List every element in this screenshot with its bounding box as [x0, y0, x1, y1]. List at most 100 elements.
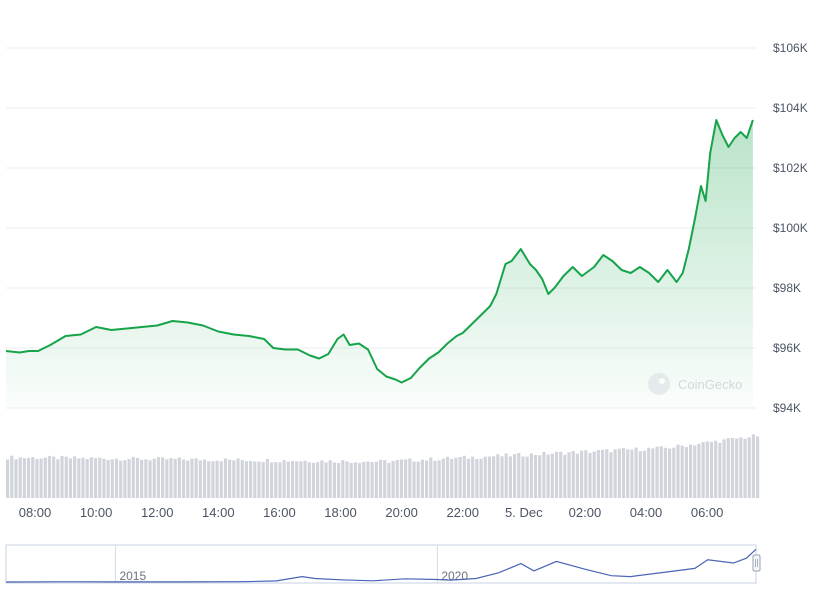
- volume-bar: [290, 461, 295, 498]
- volume-bar: [140, 459, 144, 498]
- volume-bar: [295, 461, 299, 498]
- volume-bar: [580, 450, 584, 498]
- x-tick-label: 04:00: [630, 505, 663, 520]
- volume-bar: [311, 462, 316, 498]
- navigator-handle[interactable]: [752, 554, 761, 572]
- volume-bar: [73, 456, 77, 498]
- volume-bar: [655, 446, 659, 498]
- volume-bar: [102, 458, 106, 498]
- volume-bar: [437, 460, 441, 498]
- volume-bar: [626, 449, 630, 498]
- volume-bar: [181, 459, 186, 498]
- volume-bar: [596, 449, 600, 498]
- volume-bar: [391, 460, 395, 498]
- volume-bar: [228, 459, 232, 498]
- volume-bar: [190, 458, 194, 498]
- volume-bar: [705, 441, 709, 498]
- volume-bar: [10, 455, 14, 498]
- volume-bar: [286, 461, 290, 498]
- volume-bar: [722, 439, 726, 498]
- volume-bar: [554, 451, 559, 498]
- volume-bar: [592, 451, 596, 498]
- x-tick-label: 20:00: [385, 505, 418, 520]
- volume-bar: [257, 461, 261, 498]
- volume-bar: [64, 456, 68, 498]
- volume-bar: [508, 456, 512, 498]
- volume-bar: [14, 459, 18, 498]
- volume-bar: [202, 459, 207, 498]
- volume-bar: [517, 453, 521, 498]
- volume-bar: [496, 454, 500, 498]
- volume-bar: [378, 459, 383, 498]
- x-tick-label: 16:00: [263, 505, 296, 520]
- volume-bar: [672, 447, 676, 498]
- volume-bar: [647, 447, 651, 498]
- volume-bar: [563, 454, 567, 498]
- volume-bar: [529, 453, 533, 498]
- volume-bar: [156, 457, 161, 498]
- volume-bar: [605, 449, 609, 498]
- volume-bar: [366, 461, 370, 498]
- volume-bar: [613, 449, 617, 498]
- volume-bar: [211, 461, 215, 498]
- volume-bar: [424, 460, 429, 498]
- price-line[interactable]: [5, 119, 754, 384]
- volume-bar: [328, 460, 332, 498]
- volume-bar: [479, 458, 483, 498]
- volume-bar: [194, 458, 198, 498]
- x-tick-label: 10:00: [80, 505, 113, 520]
- volume-bar: [337, 463, 341, 498]
- volume-bar: [408, 458, 412, 498]
- x-tick-label: 5. Dec: [505, 505, 543, 520]
- volume-bar: [663, 447, 668, 498]
- volume-bar: [249, 460, 253, 498]
- volume-bar: [198, 460, 202, 498]
- volume-bar: [106, 460, 110, 498]
- range-navigator[interactable]: 2015 2020: [5, 544, 761, 584]
- volume-bar: [550, 453, 554, 498]
- volume-bar: [412, 461, 416, 498]
- volume-bar: [60, 455, 64, 498]
- volume-bar: [253, 461, 257, 498]
- volume-bar: [93, 458, 98, 498]
- volume-bar: [353, 462, 357, 498]
- volume-bar: [345, 461, 349, 498]
- volume-bar: [152, 458, 156, 498]
- volume-bar: [399, 459, 404, 498]
- volume-bar: [521, 456, 525, 498]
- volume-bar: [475, 458, 479, 498]
- volume-bar: [278, 462, 282, 498]
- volume-bar: [341, 460, 345, 498]
- y-tick-label: $106K: [773, 41, 808, 55]
- volume-bar: [433, 460, 437, 498]
- volume-bar: [404, 459, 408, 498]
- y-axis-labels: $94K $96K $98K $100K $102K $104K $106K: [773, 41, 808, 415]
- volume-bar: [471, 456, 475, 498]
- volume-bar: [240, 460, 244, 498]
- navigator-year-label: 2020: [441, 569, 468, 583]
- volume-bar: [383, 460, 387, 498]
- volume-bar: [651, 448, 655, 498]
- x-tick-label: 08:00: [19, 505, 52, 520]
- volume-bar: [269, 462, 274, 498]
- volume-bar: [110, 459, 114, 498]
- volume-bar: [575, 453, 580, 498]
- volume-bar: [98, 457, 102, 498]
- volume-bar: [56, 459, 60, 498]
- volume-bar: [709, 441, 714, 498]
- volume-bar: [123, 460, 127, 498]
- volume-bar: [542, 451, 546, 498]
- volume-bar: [429, 457, 433, 498]
- volume-bar: [177, 457, 181, 498]
- volume-bar: [676, 444, 680, 498]
- volume-bar: [261, 462, 265, 498]
- coingecko-logo-eye: [659, 378, 665, 384]
- volume-bar: [743, 438, 747, 498]
- volume-bar: [307, 462, 311, 498]
- volume-bar: [47, 455, 52, 498]
- volume-bar: [370, 462, 374, 498]
- volume-bar: [186, 460, 190, 498]
- y-tick-label: $96K: [773, 341, 801, 355]
